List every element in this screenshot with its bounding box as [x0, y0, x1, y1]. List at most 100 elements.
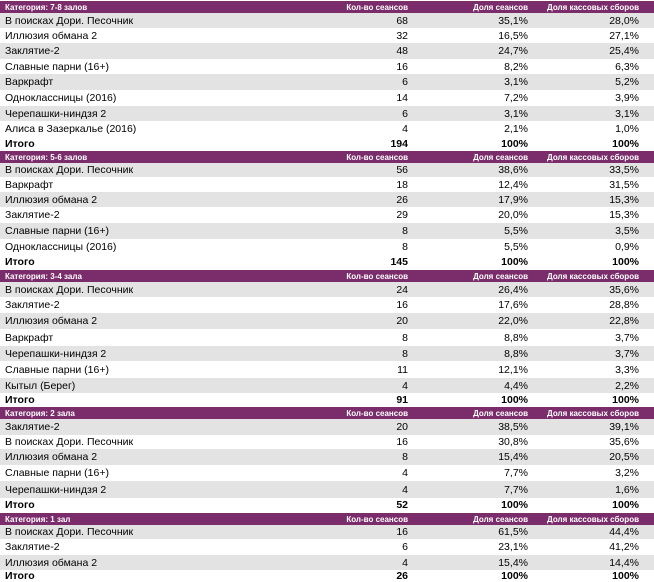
column-header-box-office-share: Доля кассовых сборов — [547, 514, 639, 524]
box-office-share: 44,4% — [609, 526, 639, 538]
total-row: Итого 52 100% 100% — [0, 498, 654, 512]
category-section: Категория: 2 зала Кол-во сеансов Доля сеан… — [0, 406, 654, 512]
session-share: 5,5% — [504, 241, 528, 253]
table-row: Иллюзия обмана 2 4 15,4% 14,4% — [0, 555, 654, 570]
session-share: 7,7% — [504, 483, 528, 496]
category-header: Категория: 1 зал Кол-во сеансов Доля сеанс… — [0, 513, 654, 525]
table-row: В поисках Дори. Песочник 24 26,4% 35,6% — [0, 282, 654, 297]
movie-title: Одноклассницы (2016) — [5, 92, 117, 104]
session-share: 61,5% — [498, 526, 528, 538]
movie-title: Заклятие-2 — [5, 541, 60, 553]
session-share: 23,1% — [498, 541, 528, 553]
category-header: Категория: 5-6 залов Кол-во сеансов Доля с… — [0, 151, 654, 163]
session-share: 5,5% — [504, 225, 528, 237]
sessions-count: 16 — [396, 436, 408, 448]
movie-title: Одноклассницы (2016) — [5, 241, 117, 253]
session-share: 8,2% — [504, 60, 528, 73]
movie-title: Иллюзия обмана 2 — [5, 556, 98, 569]
box-office-share: 35,6% — [609, 436, 639, 448]
total-sessions: 26 — [396, 570, 408, 582]
total-row: Итого 145 100% 100% — [0, 255, 654, 269]
total-session-share: 100% — [501, 256, 528, 268]
session-share: 16,5% — [498, 29, 528, 42]
column-header-session-share: Доля сеансов — [473, 152, 528, 162]
sessions-count: 6 — [402, 107, 408, 120]
box-office-share: 41,2% — [609, 541, 639, 553]
box-office-share: 22,8% — [609, 315, 639, 327]
session-share: 7,2% — [504, 92, 528, 104]
column-header-session-share: Доля сеансов — [473, 408, 528, 418]
movie-title: Алиса в Зазеркалье (2016) — [5, 123, 137, 135]
session-share: 8,8% — [504, 347, 528, 360]
category-title: Категория: 7-8 залов — [5, 2, 88, 12]
total-label: Итого — [5, 256, 35, 268]
column-header-session-share: Доля сеансов — [473, 2, 528, 12]
sessions-count: 8 — [402, 451, 408, 463]
sessions-count: 29 — [396, 209, 408, 221]
session-share: 3,1% — [504, 107, 528, 120]
box-office-share: 28,0% — [609, 14, 639, 27]
category-section: Категория: 3-4 зала Кол-во сеансов Доля се… — [0, 269, 654, 406]
movie-title: В поисках Дори. Песочник — [5, 283, 134, 296]
movie-title: Славные парни (16+) — [5, 467, 109, 479]
box-office-share: 35,6% — [609, 283, 639, 296]
sessions-count: 56 — [396, 164, 408, 176]
session-share: 2,1% — [504, 123, 528, 135]
box-office-share: 33,5% — [609, 164, 639, 176]
total-box-office-share: 100% — [612, 499, 639, 511]
sessions-count: 20 — [396, 315, 408, 327]
sessions-count: 6 — [402, 76, 408, 88]
sessions-count: 8 — [402, 347, 408, 360]
sessions-count: 48 — [396, 45, 408, 57]
session-share: 12,1% — [498, 363, 528, 376]
sessions-count: 4 — [402, 467, 408, 479]
box-office-share: 5,2% — [615, 76, 639, 88]
column-header-box-office-share: Доля кассовых сборов — [547, 2, 639, 12]
table-row: Иллюзия обмана 2 26 17,9% 15,3% — [0, 192, 654, 207]
column-header-box-office-share: Доля кассовых сборов — [547, 271, 639, 281]
sessions-count: 8 — [402, 241, 408, 253]
column-header-sessions: Кол-во сеансов — [346, 408, 408, 418]
category-title: Категория: 3-4 зала — [5, 271, 82, 281]
column-header-sessions: Кол-во сеансов — [346, 271, 408, 281]
movie-title: Иллюзия обмана 2 — [5, 29, 98, 42]
table-row: Славные парни (16+) 16 8,2% 6,3% — [0, 59, 654, 74]
total-label: Итого — [5, 499, 35, 511]
movie-title: Славные парни (16+) — [5, 60, 109, 73]
total-row: Итого 194 100% 100% — [0, 137, 654, 150]
table-row: Кытыл (Берег) 4 4,4% 2,2% — [0, 378, 654, 393]
box-office-share: 3,9% — [615, 92, 639, 104]
session-share: 22,0% — [498, 315, 528, 327]
session-share: 35,1% — [498, 14, 528, 27]
box-office-share: 2,2% — [615, 379, 639, 392]
total-label: Итого — [5, 137, 35, 150]
box-office-share: 39,1% — [609, 421, 639, 433]
total-box-office-share: 100% — [612, 256, 639, 268]
session-share: 8,8% — [504, 331, 528, 344]
column-header-sessions: Кол-во сеансов — [346, 514, 408, 524]
category-title: Категория: 2 зала — [5, 408, 75, 418]
sessions-count: 26 — [396, 193, 408, 206]
box-office-share: 25,4% — [609, 45, 639, 57]
movie-title: Черепашки-ниндзя 2 — [5, 483, 107, 496]
table-row: В поисках Дори. Песочник 68 35,1% 28,0% — [0, 13, 654, 28]
category-header: Категория: 7-8 залов Кол-во сеансов Доля с… — [0, 1, 654, 13]
session-share: 3,1% — [504, 76, 528, 88]
table-row: Одноклассницы (2016) 14 7,2% 3,9% — [0, 90, 654, 106]
box-office-share: 14,4% — [609, 556, 639, 569]
total-sessions: 91 — [396, 393, 408, 406]
table-row: Иллюзия обмана 2 20 22,0% 22,8% — [0, 313, 654, 329]
movie-title: Варкрафт — [5, 331, 54, 344]
movie-title: Кытыл (Берег) — [5, 379, 76, 392]
table-row: Черепашки-ниндзя 2 8 8,8% 3,7% — [0, 346, 654, 361]
movie-title: Славные парни (16+) — [5, 363, 109, 376]
sessions-count: 4 — [402, 483, 408, 496]
box-office-share: 27,1% — [609, 29, 639, 42]
movie-title: В поисках Дори. Песочник — [5, 14, 134, 27]
box-office-share: 3,2% — [615, 467, 639, 479]
table-row: Черепашки-ниндзя 2 6 3,1% 3,1% — [0, 106, 654, 121]
sessions-count: 32 — [396, 29, 408, 42]
sessions-count: 11 — [397, 363, 408, 376]
total-label: Итого — [5, 570, 35, 582]
